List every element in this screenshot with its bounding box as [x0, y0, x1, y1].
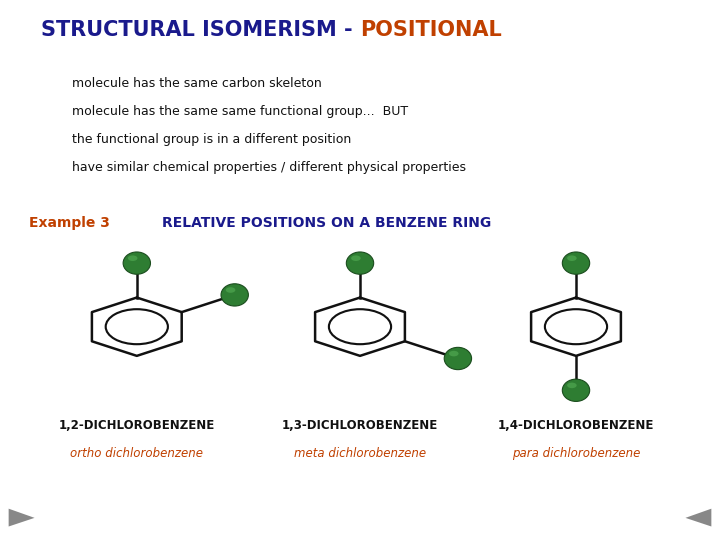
Text: STRUCTURAL ISOMERISM -: STRUCTURAL ISOMERISM - [41, 19, 360, 40]
Text: 1,4-DICHLOROBENZENE: 1,4-DICHLOROBENZENE [498, 419, 654, 432]
Text: meta dichlorobenzene: meta dichlorobenzene [294, 447, 426, 460]
Ellipse shape [123, 252, 150, 274]
Ellipse shape [444, 347, 472, 369]
Polygon shape [685, 509, 711, 526]
Ellipse shape [128, 255, 138, 261]
Ellipse shape [562, 252, 590, 274]
Text: ortho dichlorobenzene: ortho dichlorobenzene [71, 447, 203, 460]
Text: 1,2-DICHLOROBENZENE: 1,2-DICHLOROBENZENE [58, 419, 215, 432]
Text: molecule has the same same functional group...  BUT: molecule has the same same functional gr… [72, 105, 408, 118]
Ellipse shape [562, 379, 590, 401]
Ellipse shape [567, 255, 577, 261]
Polygon shape [9, 509, 35, 526]
Ellipse shape [226, 287, 235, 293]
Text: have similar chemical properties / different physical properties: have similar chemical properties / diffe… [72, 161, 466, 174]
Ellipse shape [449, 351, 459, 356]
Ellipse shape [351, 255, 361, 261]
Text: RELATIVE POSITIONS ON A BENZENE RING: RELATIVE POSITIONS ON A BENZENE RING [162, 216, 491, 230]
Ellipse shape [346, 252, 374, 274]
Text: STRUCTURAL ISOMERISM - POSITIONAL: STRUCTURAL ISOMERISM - POSITIONAL [130, 19, 590, 40]
Ellipse shape [567, 383, 577, 388]
Text: POSITIONAL: POSITIONAL [360, 19, 502, 40]
Text: Example 3: Example 3 [29, 216, 109, 230]
Ellipse shape [221, 284, 248, 306]
Text: 1,3-DICHLOROBENZENE: 1,3-DICHLOROBENZENE [282, 419, 438, 432]
Text: para dichlorobenzene: para dichlorobenzene [512, 447, 640, 460]
Text: molecule has the same carbon skeleton: molecule has the same carbon skeleton [72, 77, 322, 90]
Text: the functional group is in a different position: the functional group is in a different p… [72, 133, 351, 146]
